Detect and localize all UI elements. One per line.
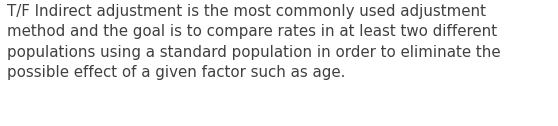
Text: T/F Indirect adjustment is the most commonly used adjustment
method and the goal: T/F Indirect adjustment is the most comm… [7, 4, 501, 80]
